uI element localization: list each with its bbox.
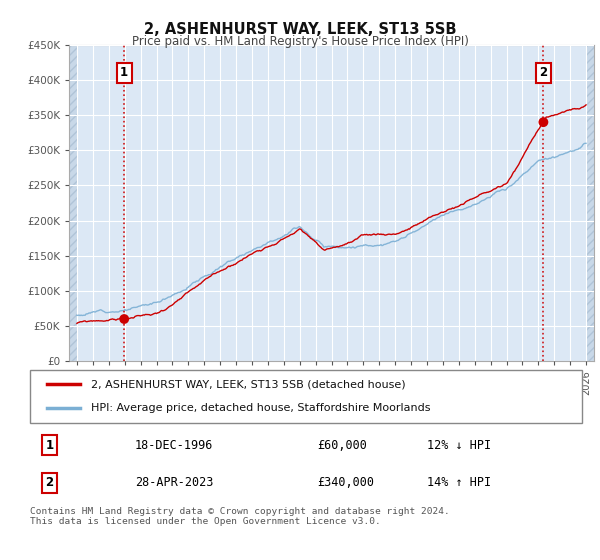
Text: 28-APR-2023: 28-APR-2023 — [135, 477, 213, 489]
Text: 12% ↓ HPI: 12% ↓ HPI — [427, 438, 491, 451]
Text: 14% ↑ HPI: 14% ↑ HPI — [427, 477, 491, 489]
Text: 2: 2 — [45, 477, 53, 489]
Text: 2, ASHENHURST WAY, LEEK, ST13 5SB: 2, ASHENHURST WAY, LEEK, ST13 5SB — [144, 22, 456, 38]
Text: 2: 2 — [539, 67, 547, 80]
Text: £340,000: £340,000 — [317, 477, 374, 489]
Text: 2, ASHENHURST WAY, LEEK, ST13 5SB (detached house): 2, ASHENHURST WAY, LEEK, ST13 5SB (detac… — [91, 380, 406, 390]
Text: 1: 1 — [120, 67, 128, 80]
Text: £60,000: £60,000 — [317, 438, 367, 451]
Text: Contains HM Land Registry data © Crown copyright and database right 2024.
This d: Contains HM Land Registry data © Crown c… — [30, 507, 450, 526]
Text: HPI: Average price, detached house, Staffordshire Moorlands: HPI: Average price, detached house, Staf… — [91, 403, 430, 413]
Text: 1: 1 — [45, 438, 53, 451]
FancyBboxPatch shape — [30, 370, 582, 423]
Text: 18-DEC-1996: 18-DEC-1996 — [135, 438, 213, 451]
Bar — [586, 45, 594, 361]
Point — [539, 118, 548, 127]
Bar — [69, 45, 77, 361]
Text: Price paid vs. HM Land Registry's House Price Index (HPI): Price paid vs. HM Land Registry's House … — [131, 35, 469, 48]
Point — [119, 315, 129, 324]
